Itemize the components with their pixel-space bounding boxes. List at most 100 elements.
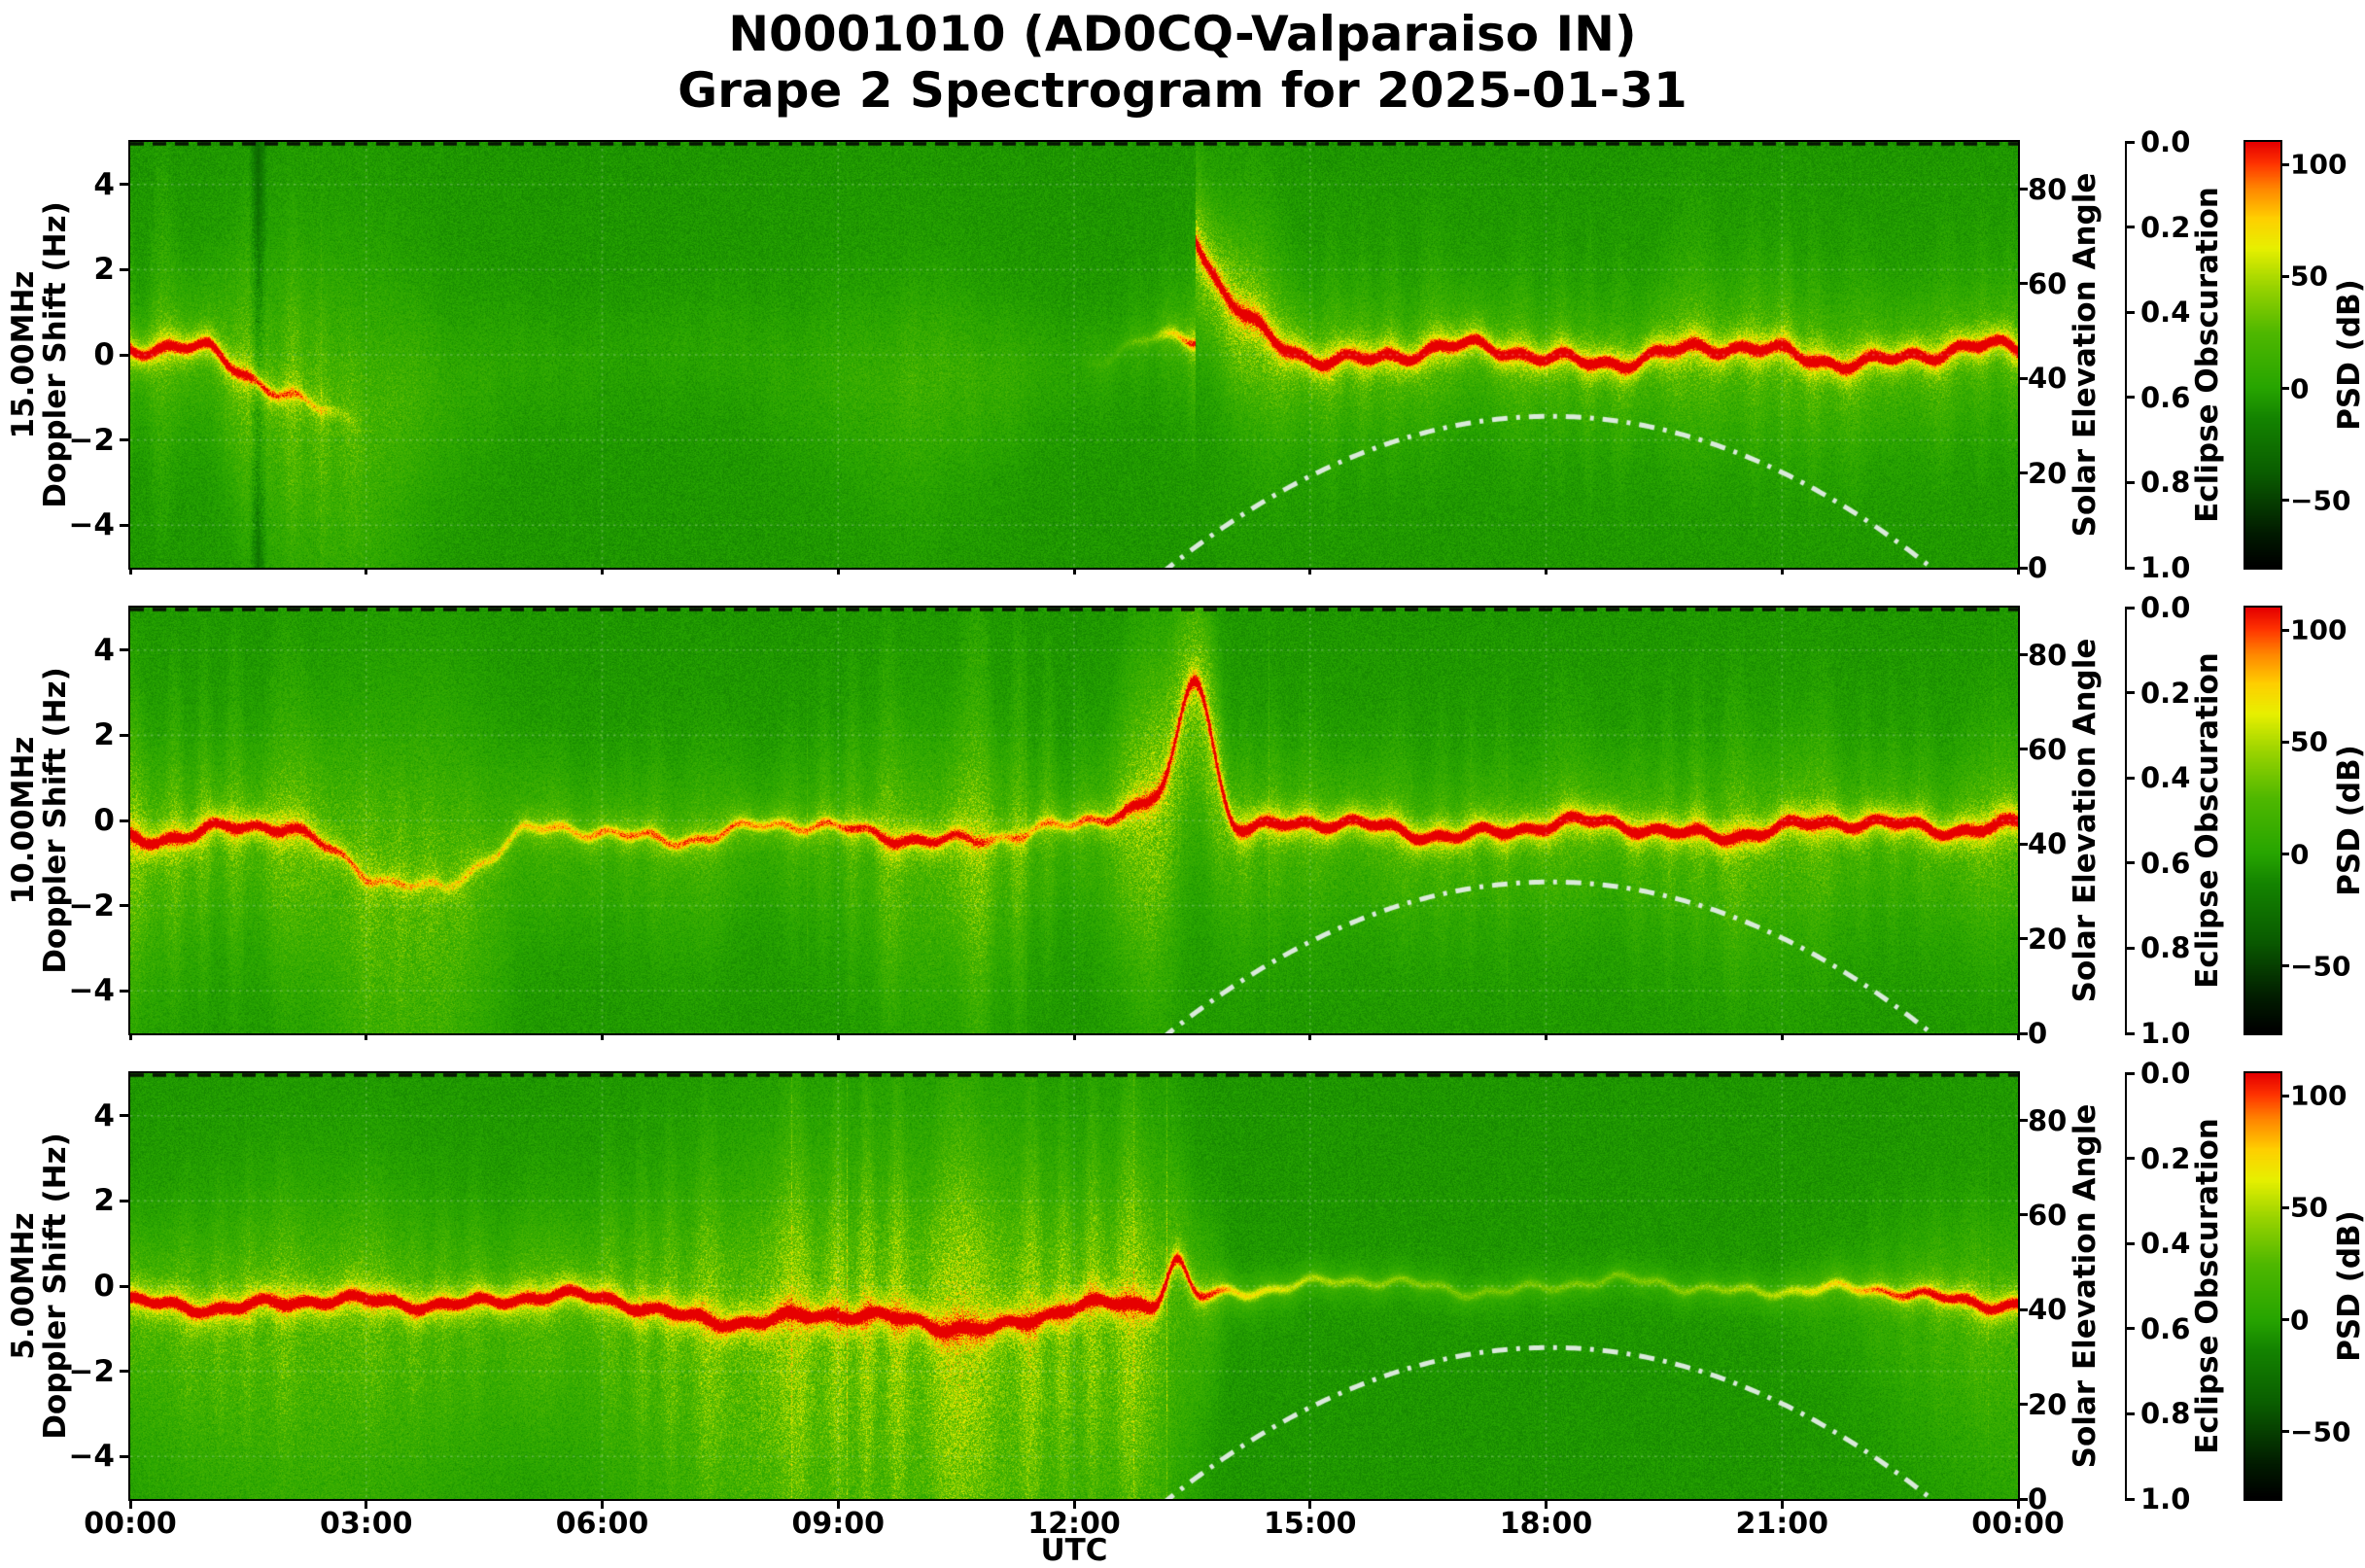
x-tick-mark (1780, 1499, 1784, 1509)
solar-tick-mark (2018, 1031, 2028, 1035)
doppler-tick-mark (120, 523, 130, 527)
colorbar-tick-mark (2280, 628, 2289, 632)
colorbar-tick-mark (2280, 274, 2289, 278)
doppler-tick-label: 4 (93, 1098, 115, 1133)
doppler-tick-label: 2 (93, 717, 115, 753)
x-tick-mark (836, 1033, 840, 1040)
doppler-tick-mark (120, 438, 130, 442)
colorbar-tick-label: 100 (2290, 1079, 2348, 1112)
x-tick-label: 03:00 (320, 1507, 413, 1541)
colorbar-tick-mark (2280, 964, 2289, 968)
eclipse-tick-label: 0.8 (2140, 931, 2191, 965)
eclipse-tick-mark (2125, 946, 2135, 950)
doppler-tick-label: −4 (68, 507, 115, 543)
eclipse-tick-mark (2125, 1411, 2135, 1415)
title-line1: N0001010 (AD0CQ-Valparaiso IN) (728, 6, 1637, 62)
colorbar-tick-label: 0 (2290, 1304, 2310, 1337)
solar-tick-mark (2018, 1119, 2028, 1123)
psd-colorbar (2243, 1071, 2282, 1501)
x-tick-label: 06:00 (555, 1507, 649, 1541)
spectrogram-plot-15mhz (128, 140, 2020, 570)
doppler-tick-mark (120, 183, 130, 187)
doppler-tick-mark (120, 353, 130, 357)
colorbar-tick-mark (2280, 387, 2289, 391)
panel-15mhz: 15.00MHz Doppler Shift (Hz) Solar Elevat… (0, 125, 2365, 584)
solar-tick-label: 0 (2028, 1482, 2048, 1516)
eclipse-tick-mark (2125, 691, 2135, 695)
solar-tick-mark (2018, 566, 2028, 570)
eclipse-tick-label: 1.0 (2140, 551, 2191, 584)
eclipse-tick-mark (2125, 226, 2135, 229)
x-tick-mark (128, 1499, 132, 1509)
solar-tick-label: 60 (2028, 732, 2068, 766)
eclipse-tick-label: 0.6 (2140, 380, 2191, 414)
x-tick-mark (1780, 1033, 1784, 1040)
doppler-tick-label: 0 (93, 337, 115, 372)
doppler-tick-label: −4 (68, 973, 115, 1009)
doppler-tick-mark (120, 989, 130, 993)
eclipse-tick-mark (2125, 140, 2135, 144)
title-line2: Grape 2 Spectrogram for 2025-01-31 (678, 62, 1687, 119)
spectrogram-plot-10mhz (128, 606, 2020, 1035)
doppler-tick-label: 2 (93, 1183, 115, 1219)
solar-tick-mark (2018, 1497, 2028, 1501)
eclipse-tick-mark (2125, 1327, 2135, 1331)
eclipse-tick-label: 0.4 (2140, 761, 2191, 795)
psd-colorbar-gradient (2245, 142, 2280, 568)
x-tick-label: 09:00 (791, 1507, 886, 1541)
psd-colorbar-gradient (2245, 608, 2280, 1033)
solar-elevation-axis-title: Solar Elevation Angle (2068, 172, 2103, 538)
x-tick-mark (2016, 1499, 2020, 1509)
doppler-tick-mark (120, 1284, 130, 1288)
colorbar-tick-label: 50 (2290, 1191, 2328, 1224)
doppler-tick-label: 4 (93, 632, 115, 668)
colorbar-tick-mark (2280, 740, 2289, 744)
x-tick-mark (836, 1499, 840, 1509)
x-tick-mark (1308, 1499, 1312, 1509)
x-tick-mark (1545, 1499, 1548, 1509)
eclipse-tick-label: 1.0 (2140, 1017, 2191, 1050)
spectrogram-canvas-15mhz (130, 142, 2018, 568)
eclipse-tick-mark (2125, 1157, 2135, 1161)
colorbar-tick-label: 0 (2290, 372, 2310, 405)
doppler-tick-mark (120, 1370, 130, 1374)
colorbar-tick-mark (2280, 853, 2289, 856)
eclipse-tick-mark (2125, 1031, 2135, 1035)
solar-tick-mark (2018, 376, 2028, 380)
eclipse-obscuration-axis-title: Eclipse Obscuration (2190, 1118, 2225, 1454)
colorbar-tick-label: 50 (2290, 260, 2328, 293)
colorbar-tick-mark (2280, 162, 2289, 166)
x-tick-mark (2016, 1033, 2020, 1040)
x-axis-title: UTC (1040, 1533, 1108, 1568)
solar-tick-mark (2018, 1307, 2028, 1311)
colorbar-tick-label: −50 (2290, 1415, 2351, 1448)
x-tick-mark (836, 568, 840, 575)
eclipse-tick-label: 0.6 (2140, 1311, 2191, 1345)
x-tick-mark (601, 568, 604, 575)
x-tick-mark (1780, 568, 1784, 575)
doppler-tick-label: 4 (93, 166, 115, 202)
x-tick-mark (601, 1033, 604, 1040)
x-tick-label: 00:00 (84, 1507, 177, 1541)
doppler-tick-label: 0 (93, 803, 115, 838)
x-tick-label: 15:00 (1264, 1507, 1357, 1541)
x-tick-mark (2016, 568, 2020, 575)
eclipse-tick-label: 0.2 (2140, 1141, 2191, 1175)
solar-tick-label: 0 (2028, 551, 2048, 584)
panel-10mhz: 10.00MHz Doppler Shift (Hz) Solar Elevat… (0, 591, 2365, 1050)
solar-tick-mark (2018, 1213, 2028, 1217)
colorbar-tick-label: −50 (2290, 950, 2351, 983)
eclipse-tick-mark (2125, 396, 2135, 400)
solar-tick-label: 60 (2028, 1198, 2068, 1232)
eclipse-axis-spine (2125, 608, 2127, 1033)
spectrogram-canvas-5mhz (130, 1073, 2018, 1499)
eclipse-tick-label: 0.0 (2140, 591, 2191, 624)
doppler-tick-label: −2 (68, 422, 115, 458)
colorbar-tick-label: 100 (2290, 148, 2348, 181)
x-tick-mark (128, 1033, 132, 1040)
eclipse-tick-mark (2125, 776, 2135, 780)
doppler-tick-mark (120, 819, 130, 822)
solar-tick-label: 40 (2028, 827, 2068, 861)
x-tick-mark (1308, 1033, 1312, 1040)
